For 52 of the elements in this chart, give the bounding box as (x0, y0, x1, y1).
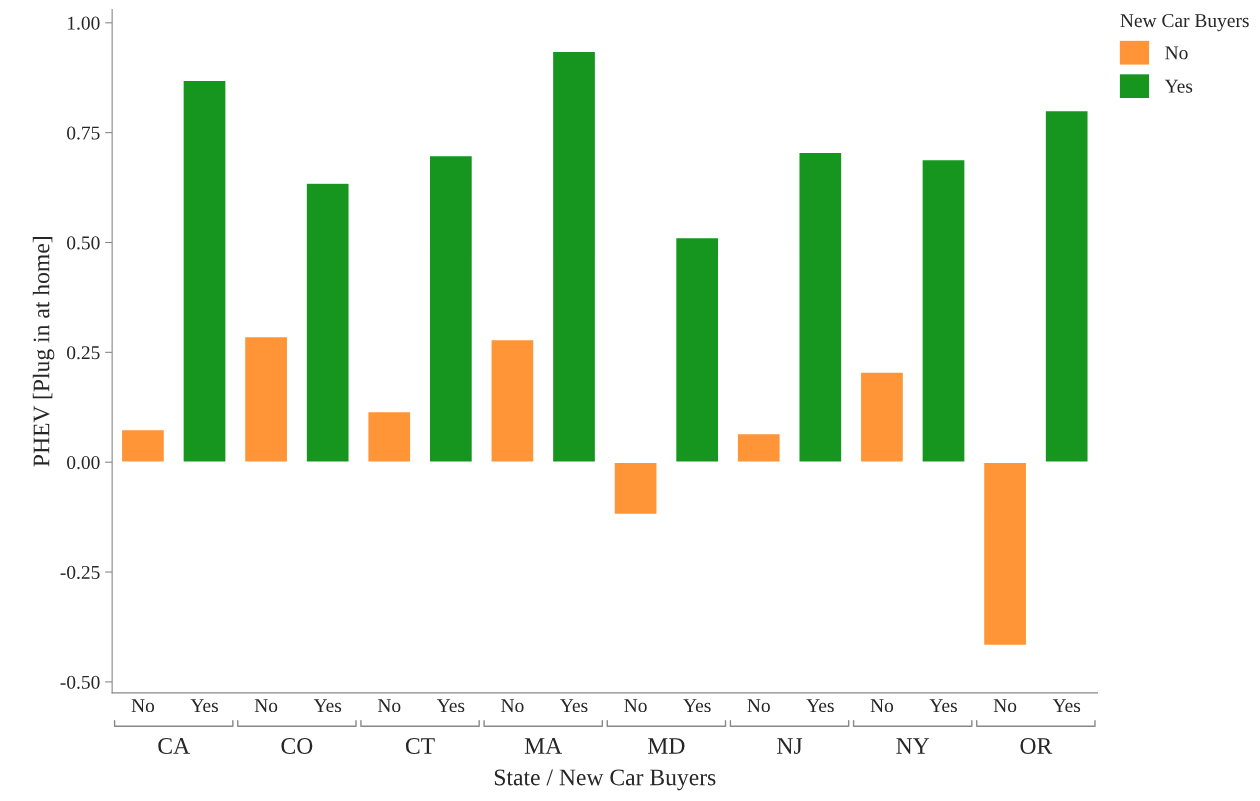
x-tick-label: NJ (777, 738, 803, 754)
text: Yes (929, 699, 957, 713)
text: No (254, 699, 278, 713)
x-tick-label: CO (281, 738, 313, 754)
x-tick-label: MD (648, 738, 685, 754)
bar (982, 461, 1028, 647)
bar (1044, 109, 1089, 463)
bar (613, 461, 658, 516)
bar (428, 154, 474, 463)
bar (859, 371, 905, 463)
legend-label: No (1165, 46, 1188, 60)
bar (674, 236, 720, 463)
text: Yes (806, 699, 834, 713)
text: Yes (683, 699, 711, 713)
bar (182, 79, 227, 463)
legend-label: Yes (1164, 79, 1193, 93)
y-tick-label: -0.50 (60, 675, 100, 689)
y-tick-label: 1.00 (68, 16, 100, 30)
text: No (501, 699, 524, 713)
bar (120, 428, 166, 463)
y-tick-label: -0.25 (60, 565, 100, 580)
bar (798, 151, 843, 463)
text: No (993, 699, 1017, 713)
y-tick-label: 0.75 (67, 126, 100, 140)
x-tick-label: NY (896, 738, 930, 754)
text: Yes (560, 699, 588, 713)
bar (305, 182, 350, 463)
y-tick-label: 0.00 (67, 456, 100, 470)
text: Yes (436, 699, 465, 713)
bar (243, 335, 289, 463)
x-tick-label: CA (158, 738, 190, 754)
bar (551, 50, 597, 463)
text: No (870, 699, 894, 713)
text: Yes (190, 699, 218, 713)
text: No (747, 699, 770, 713)
text: No (131, 699, 155, 713)
x-tick-label: MA (524, 738, 563, 754)
bar (736, 432, 782, 463)
y-axis-title: PHEV [Plug in at home] (32, 237, 55, 467)
legend-title: New Car Buyers (1120, 14, 1249, 32)
x-axis-title: State / New Car Buyers (494, 769, 716, 791)
text: No (377, 699, 401, 713)
text: No (624, 699, 647, 713)
x-tick-label: CT (405, 738, 435, 754)
text: Yes (1052, 699, 1081, 713)
bar (367, 410, 412, 463)
y-tick-label: 0.25 (67, 346, 100, 360)
x-tick-label: OR (1020, 738, 1053, 754)
bar (490, 338, 535, 463)
text: Yes (313, 699, 342, 713)
y-tick-label: 0.50 (67, 236, 100, 250)
bar (921, 158, 966, 463)
